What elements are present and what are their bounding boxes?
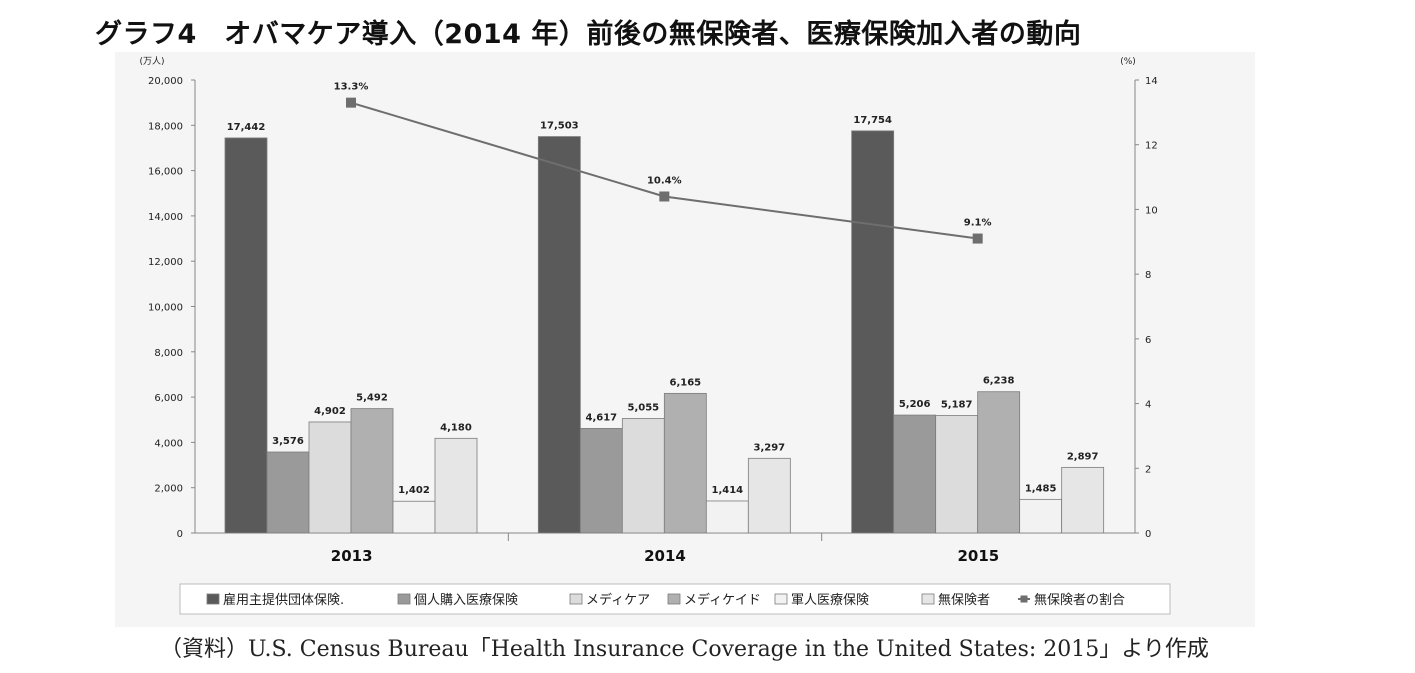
y2-tick-label: 2: [1145, 464, 1151, 475]
legend-swatch-marker: [1020, 595, 1028, 603]
bar: [392, 500, 436, 534]
bar-data-label: 5,206: [899, 399, 931, 410]
bar-data-label: 6,165: [670, 377, 702, 388]
chart-title: グラフ4 オバマケア導入（2014 年）前後の無保険者、医療保険加入者の動向: [95, 19, 1082, 50]
x-tick-label: 2015: [957, 547, 999, 565]
x-tick-label: 2014: [644, 547, 686, 565]
line-data-label: 9.1%: [964, 218, 992, 229]
bar: [224, 137, 268, 534]
bar-data-label: 4,617: [586, 412, 618, 423]
bar-data-label: 6,238: [983, 376, 1015, 387]
y2-tick-label: 6: [1145, 335, 1151, 346]
bar-data-label: 4,902: [314, 406, 346, 417]
bar-data-label: 5,492: [356, 393, 388, 404]
bar: [851, 130, 895, 534]
legend-swatch: [921, 593, 935, 605]
legend-label: メディケア: [586, 592, 650, 608]
legend-swatch: [397, 593, 411, 605]
bar-data-label: 1,485: [1025, 483, 1057, 494]
bar-data-label: 1,402: [398, 485, 430, 496]
bar-data-label: 17,503: [540, 121, 579, 132]
bar: [537, 136, 581, 534]
y2-tick-label: 14: [1145, 76, 1158, 87]
bar: [893, 414, 937, 534]
y-tick-label: 0: [177, 529, 183, 540]
bar: [1019, 498, 1063, 534]
bar: [935, 415, 979, 534]
y2-tick-label: 10: [1145, 205, 1158, 216]
bar: [350, 408, 394, 534]
y2-tick-label: 0: [1145, 529, 1151, 540]
bar: [308, 421, 352, 534]
line-marker: [659, 191, 670, 202]
line-marker: [972, 233, 983, 244]
y-tick-label: 10,000: [148, 303, 183, 314]
y-tick-label: 14,000: [148, 212, 183, 223]
y-tick-label: 20,000: [148, 76, 183, 87]
y-tick-label: 2,000: [154, 484, 183, 495]
line-data-label: 13.3%: [334, 82, 369, 93]
bar: [266, 451, 310, 534]
y-tick-label: 4,000: [154, 438, 183, 449]
line-data-label: 10.4%: [647, 175, 682, 186]
y-tick-label: 18,000: [148, 121, 183, 132]
y2-tick-label: 12: [1145, 141, 1158, 152]
legend-swatch: [206, 593, 220, 605]
legend-label: 無保険者の割合: [1034, 592, 1125, 608]
legend-label: 軍人医療保険: [791, 593, 869, 608]
bar-data-label: 1,414: [712, 485, 744, 496]
plot-background: [115, 52, 1255, 627]
bar: [977, 391, 1021, 534]
bar: [621, 418, 665, 534]
x-tick-label: 2013: [331, 547, 373, 565]
legend: 雇用主提供団体保険. 個人購入医療保険 メディケア メディケイド 軍人医療保険 無保険者 無…: [206, 592, 1125, 608]
y2-tick-label: 8: [1145, 270, 1151, 281]
plot-layer: 0 2,000 4,000 6,000 8,000 10,000 12,000 14,000 1…: [139, 56, 1157, 565]
legend-swatch: [667, 593, 681, 605]
bar: [705, 500, 749, 534]
bar-data-label: 17,442: [227, 122, 266, 133]
bar: [663, 392, 707, 534]
y-axis-label: (万人): [139, 56, 164, 67]
legend-swatch: [569, 593, 583, 605]
y-tick-label: 12,000: [148, 257, 183, 268]
legend-swatch: [774, 593, 788, 605]
bar: [434, 437, 478, 534]
source-note: （資料）U.S. Census Bureau「Health Insurance …: [160, 637, 1209, 662]
legend-label: メディケイド: [684, 592, 761, 608]
bar-data-label: 5,055: [628, 403, 660, 414]
line-marker: [346, 97, 356, 108]
y2-tick-label: 4: [1145, 400, 1151, 411]
legend-label: 無保険者: [938, 593, 990, 608]
bar-data-label: 17,754: [853, 115, 892, 126]
bar-data-label: 3,297: [754, 442, 786, 453]
bar-data-label: 5,187: [941, 400, 973, 411]
legend-label: 個人購入医療保険: [414, 593, 518, 608]
bar: [1061, 466, 1105, 534]
bar-data-label: 2,897: [1067, 451, 1099, 462]
legend-label: 雇用主提供団体保険.: [223, 592, 344, 608]
bar: [747, 457, 791, 534]
bar-data-label: 3,576: [272, 436, 304, 447]
y2-axis-label: (%): [1120, 57, 1136, 67]
bar-data-label: 4,180: [440, 422, 472, 433]
y-tick-label: 6,000: [154, 393, 183, 404]
y-tick-label: 16,000: [148, 167, 183, 178]
bar: [579, 428, 623, 534]
y-tick-label: 8,000: [154, 348, 183, 359]
